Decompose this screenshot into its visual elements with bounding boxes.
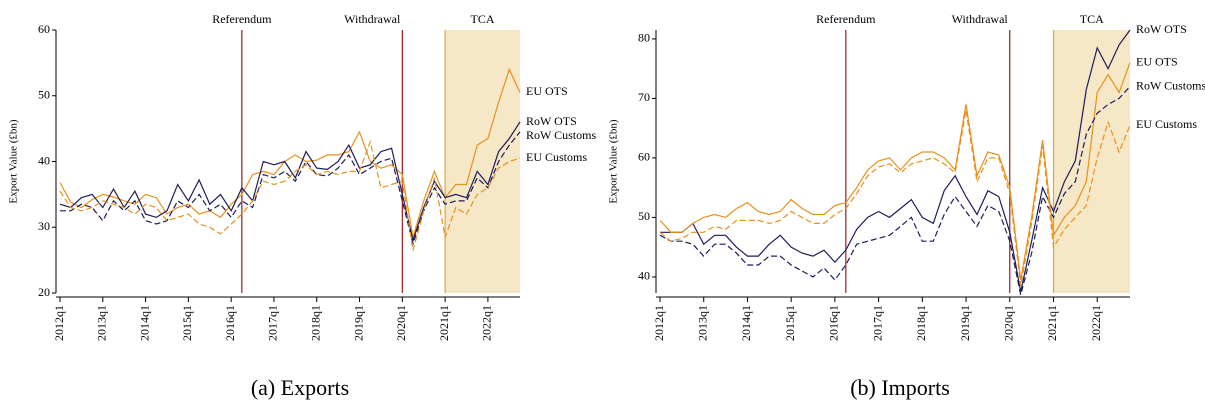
legend-label: EU Customs xyxy=(1136,117,1197,131)
y-tick-label: 70 xyxy=(638,90,650,104)
legend-label: RoW Customs xyxy=(526,128,596,142)
y-axis-title: Export Value (£bn) xyxy=(608,119,620,203)
shade-region xyxy=(1053,30,1130,293)
y-tick-label: 40 xyxy=(638,269,650,283)
data-line xyxy=(59,67,521,238)
x-tick-label: 2021q1 xyxy=(437,305,451,341)
event-label: Withdrawal xyxy=(952,12,1009,26)
x-tick-label: 2016q1 xyxy=(827,305,841,341)
x-tick-label: 2015q1 xyxy=(180,305,194,341)
data-line xyxy=(659,62,1131,281)
y-tick-label: 50 xyxy=(638,209,650,223)
x-tick-label: 2019q1 xyxy=(351,305,365,341)
x-tick-label: 2022q1 xyxy=(480,305,494,341)
legend-label: EU Customs xyxy=(526,150,587,164)
y-tick-label: 50 xyxy=(38,88,50,102)
y-tick-label: 30 xyxy=(38,219,50,233)
x-tick-label: 2012q1 xyxy=(652,305,666,341)
event-label: TCA xyxy=(471,12,495,26)
x-tick-label: 2012q1 xyxy=(52,305,66,341)
x-tick-label: 2014q1 xyxy=(739,305,753,341)
x-tick-label: 2014q1 xyxy=(137,305,151,341)
data-line xyxy=(659,86,1131,295)
x-tick-label: 2017q1 xyxy=(266,305,280,341)
x-tick-label: 2020q1 xyxy=(1002,305,1016,341)
data-line xyxy=(660,29,1131,292)
x-tick-label: 2015q1 xyxy=(783,305,797,341)
event-label: TCA xyxy=(1080,12,1104,26)
x-tick-label: 2016q1 xyxy=(223,305,237,341)
data-line xyxy=(59,139,521,251)
y-tick-label: 40 xyxy=(38,153,50,167)
x-tick-label: 2022q1 xyxy=(1089,305,1103,341)
legend-label: RoW OTS xyxy=(526,114,577,128)
event-label: Referendum xyxy=(212,12,272,26)
legend-label: RoW Customs xyxy=(1136,78,1205,92)
x-tick-label: 2013q1 xyxy=(95,305,109,341)
data-line xyxy=(659,110,1131,287)
y-tick-label: 60 xyxy=(38,22,50,36)
legend-label: EU OTS xyxy=(526,84,568,98)
x-tick-label: 2019q1 xyxy=(958,305,972,341)
caption: (a) Exports xyxy=(251,375,349,400)
x-tick-label: 2013q1 xyxy=(695,305,709,341)
event-label: Withdrawal xyxy=(344,12,401,26)
y-tick-label: 20 xyxy=(38,285,50,299)
y-axis-title: Export Value (£bn) xyxy=(8,119,20,203)
x-tick-label: 2017q1 xyxy=(870,305,884,341)
event-label: Referendum xyxy=(816,12,876,26)
x-tick-label: 2018q1 xyxy=(914,305,928,341)
data-line xyxy=(59,121,521,243)
legend-label: RoW OTS xyxy=(1136,22,1187,36)
x-tick-label: 2020q1 xyxy=(394,305,408,341)
x-tick-label: 2021q1 xyxy=(1045,305,1059,341)
legend-label: EU OTS xyxy=(1136,54,1178,68)
y-tick-label: 80 xyxy=(638,31,650,45)
y-tick-label: 60 xyxy=(638,150,650,164)
x-tick-label: 2018q1 xyxy=(308,305,322,341)
caption: (b) Imports xyxy=(850,375,950,400)
